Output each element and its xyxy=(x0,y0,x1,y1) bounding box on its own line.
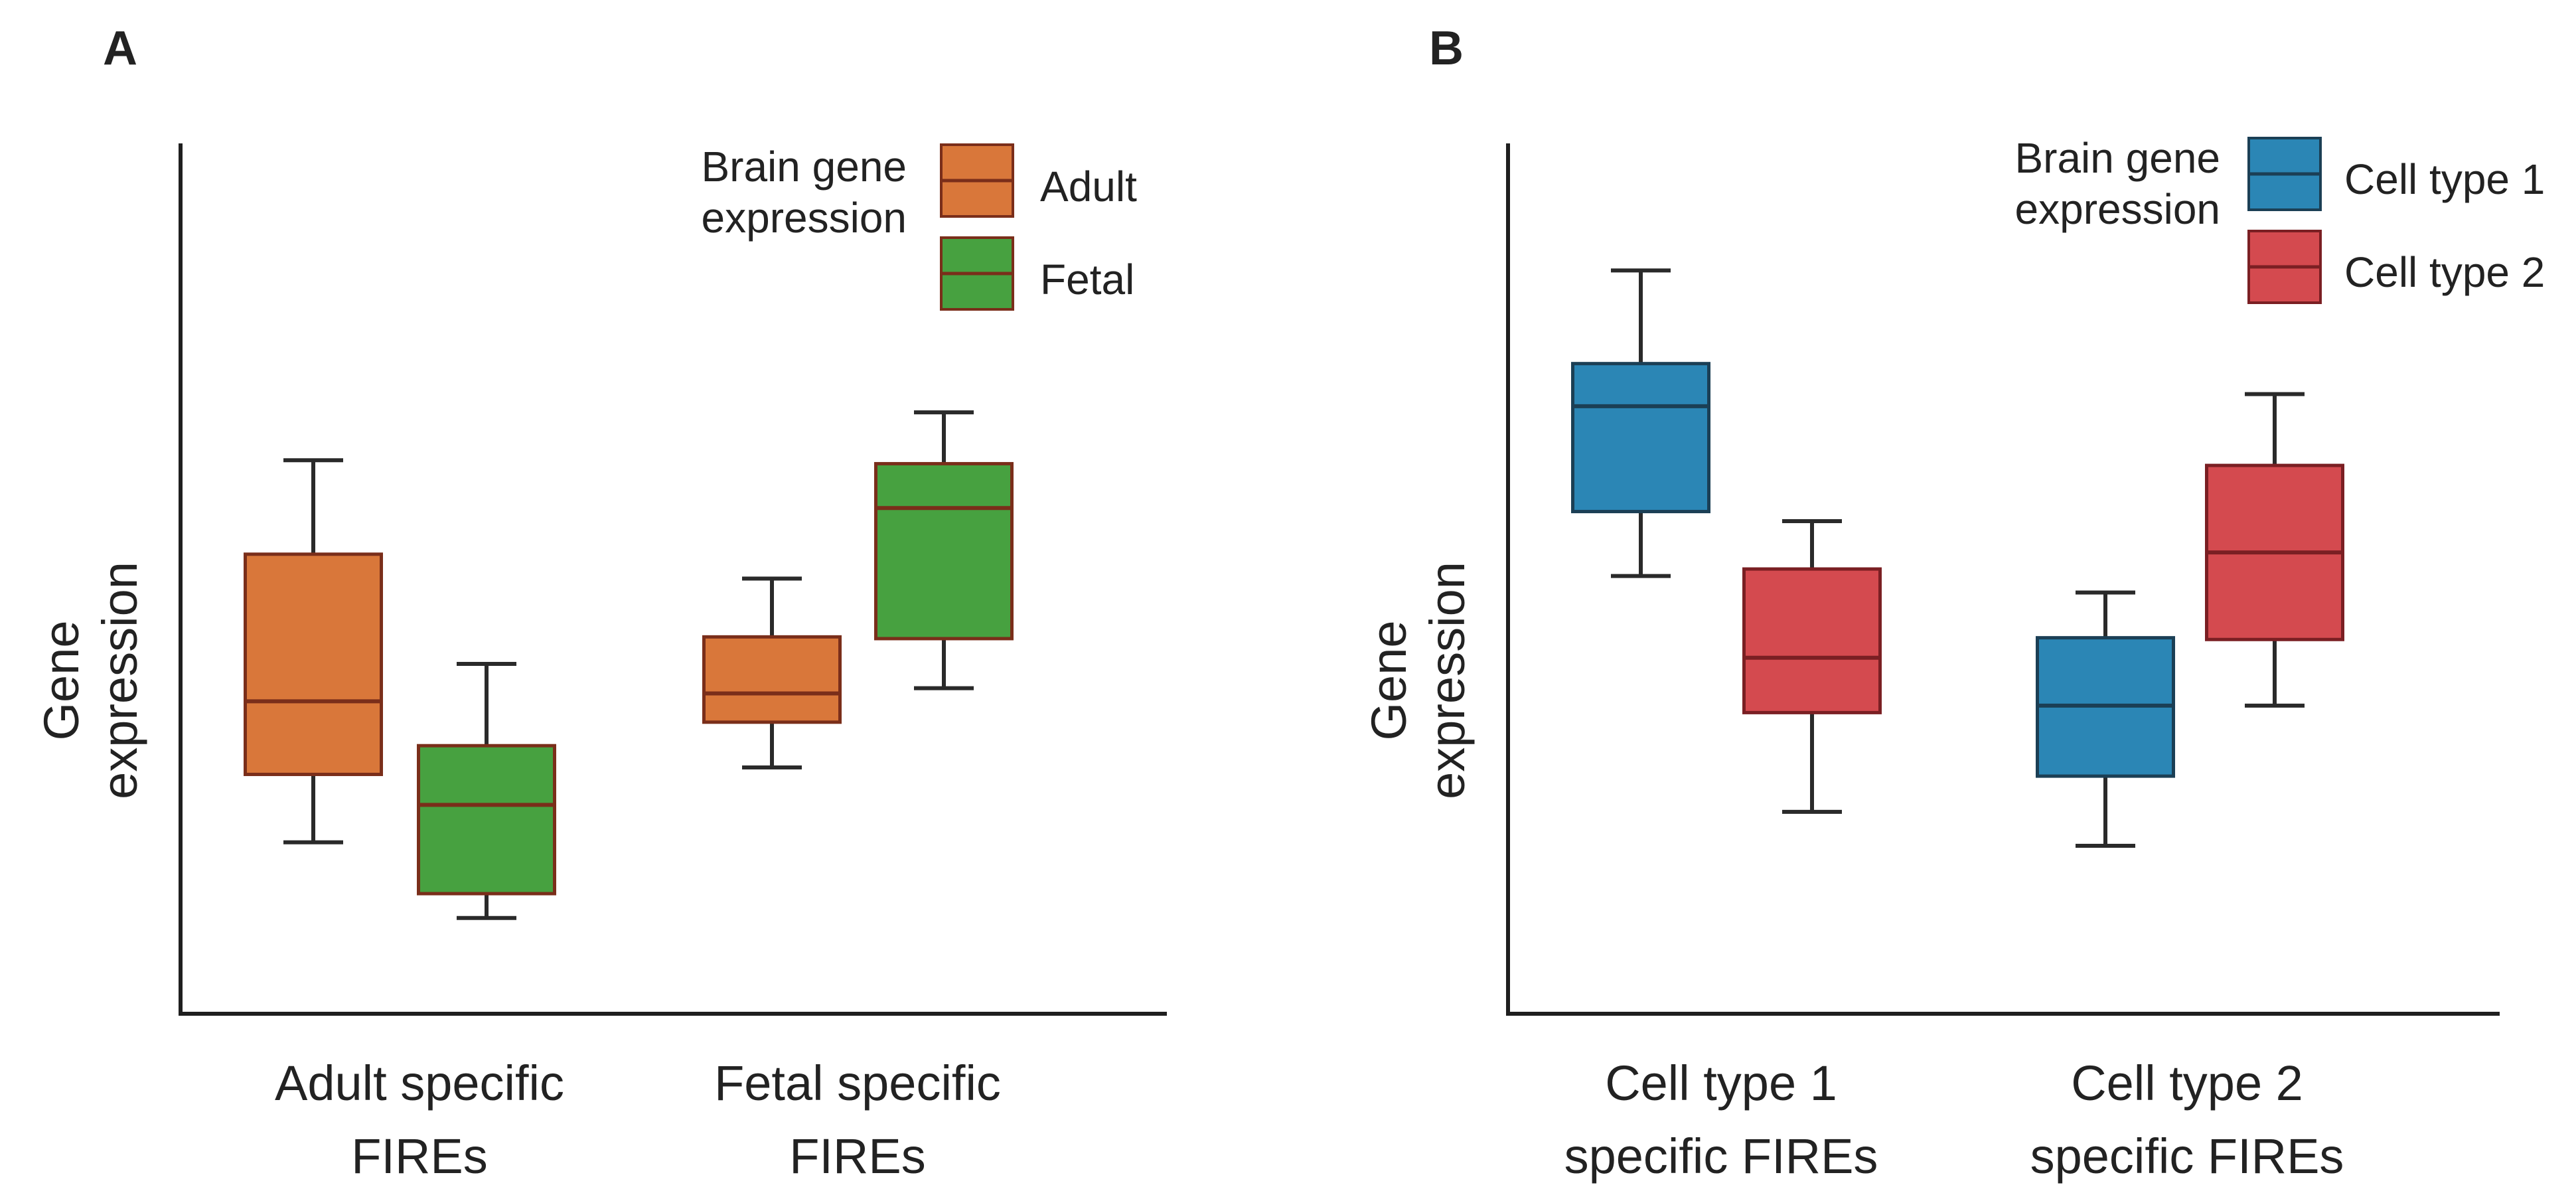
box-body xyxy=(874,461,1014,641)
panel-a: A Gene expression Adult specific FIREs F… xyxy=(34,22,1167,1184)
legend-title-line-2: expression xyxy=(2015,185,2221,233)
box-cell-type-2-cell-type-1-specific-fires xyxy=(1742,518,1882,814)
box-body xyxy=(1571,362,1710,514)
category-label-fetal-specific-line-2: FIREs xyxy=(789,1129,926,1184)
y-axis-title-line-2: expression xyxy=(92,562,147,799)
category-label-cell-type-1-line-1: Cell type 1 xyxy=(1605,1056,1837,1111)
box-body xyxy=(702,635,842,724)
y-axis-title-line-1: Gene xyxy=(1361,620,1416,740)
box-group xyxy=(244,410,1014,920)
category-label-adult-specific-line-1: Adult specific xyxy=(275,1056,564,1111)
panel-a-label: A xyxy=(103,22,137,75)
y-axis-title-line-1: Gene xyxy=(34,620,89,740)
legend-label-adult: Adult xyxy=(1040,163,1137,210)
box-body xyxy=(1742,567,1882,714)
panel-b: B Gene expression Cell type 1 specific F… xyxy=(1361,22,2545,1184)
legend-title-line-1: Brain gene xyxy=(701,143,907,191)
box-group xyxy=(1571,268,2344,848)
box-cell-type-1-cell-type-1-specific-fires xyxy=(1571,268,1710,578)
legend-label-fetal: Fetal xyxy=(1040,256,1134,303)
box-adult-fetal-specific-fires xyxy=(702,576,842,769)
box-body xyxy=(417,744,556,896)
category-label-cell-type-2-line-1: Cell type 2 xyxy=(2071,1056,2303,1111)
panel-b-label: B xyxy=(1429,22,1464,75)
box-adult-adult-specific-fires xyxy=(244,458,383,844)
box-body xyxy=(244,552,383,776)
legend: Brain gene expression Adult Fetal xyxy=(701,143,1137,311)
box-fetal-fetal-specific-fires xyxy=(874,410,1014,690)
box-cell-type-1-cell-type-2-specific-fires xyxy=(2036,590,2175,848)
category-label-cell-type-1-line-2: specific FIREs xyxy=(1564,1129,1878,1184)
y-axis-title: Gene expression xyxy=(1361,562,1475,799)
legend: Brain gene expression Cell type 1 Cell t… xyxy=(2014,134,2545,304)
legend-label-cell-type-2: Cell type 2 xyxy=(2344,248,2545,296)
category-label-adult-specific-line-2: FIREs xyxy=(351,1129,488,1184)
box-cell-type-2-cell-type-2-specific-fires xyxy=(2205,392,2344,708)
y-axis-title: Gene expression xyxy=(34,562,147,799)
legend-title-line-2: expression xyxy=(702,194,907,242)
y-axis-title-line-2: expression xyxy=(1420,562,1475,799)
legend-title-line-1: Brain gene xyxy=(2014,134,2220,182)
legend-label-cell-type-1: Cell type 1 xyxy=(2344,155,2545,203)
category-label-fetal-specific-line-1: Fetal specific xyxy=(714,1056,1001,1111)
box-fetal-adult-specific-fires xyxy=(417,661,556,920)
category-label-cell-type-2-line-2: specific FIREs xyxy=(2030,1129,2344,1184)
